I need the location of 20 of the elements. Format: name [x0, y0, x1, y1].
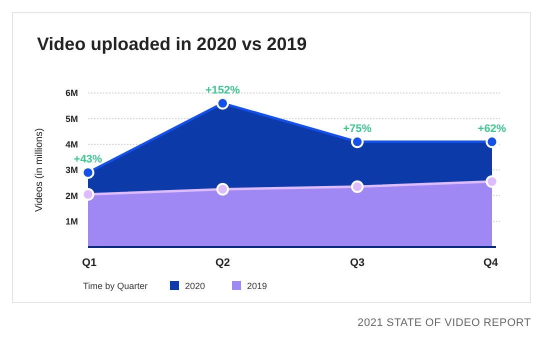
annotation: +152% — [205, 84, 240, 96]
legend-label: 2020 — [185, 281, 206, 291]
annotation: +43% — [74, 154, 102, 166]
annotation: +62% — [478, 122, 506, 135]
x-tick-label: Q2 — [215, 257, 230, 269]
y-tick-label: 2M — [65, 190, 78, 201]
y-tick-label: 1M — [65, 216, 78, 226]
x-tick-label: Q3 — [350, 257, 365, 269]
x-axis-title: Time by Quarter — [83, 281, 148, 291]
y-tick-label: 4M — [65, 139, 78, 150]
y-tick-label: 3M — [65, 165, 78, 176]
x-tick-label: Q1 — [82, 257, 97, 269]
chart-title: Video uploaded in 2020 vs 2019 — [37, 34, 307, 54]
x-tick-label: Q4 — [483, 257, 499, 269]
text: 2021 STATE OF VIDEO REPORT — [358, 317, 531, 329]
y-axis-title: Videos (in millions) — [34, 128, 45, 212]
y-tick-label: 6M — [65, 88, 78, 98]
annotation: +75% — [343, 122, 372, 135]
legend-label: 2019 — [247, 281, 268, 291]
y-tick-label: 5M — [65, 114, 78, 124]
